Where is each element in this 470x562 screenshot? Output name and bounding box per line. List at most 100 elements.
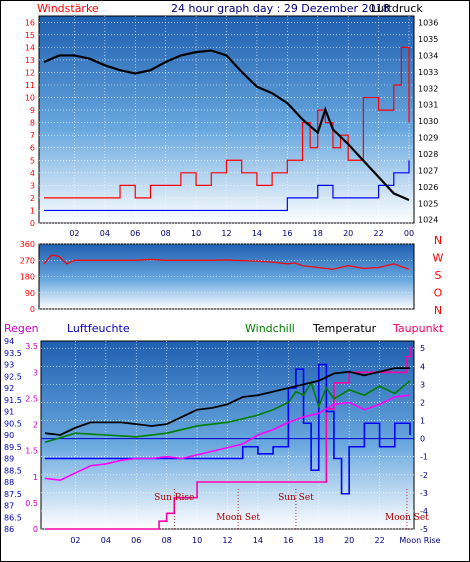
compass-letter: N bbox=[434, 234, 442, 247]
hour-tick-label: 16 bbox=[283, 536, 293, 545]
astro-label: Moon Set bbox=[385, 513, 429, 523]
hour-tick-label: 18 bbox=[314, 536, 324, 545]
wind-tick-label: 15 bbox=[25, 31, 35, 40]
climate-series-taupunkt bbox=[44, 394, 411, 482]
temperature-tick-label: 1 bbox=[420, 417, 425, 426]
hour-tick-label: 14 bbox=[252, 229, 262, 238]
humidity-tick-label: 90 bbox=[4, 431, 14, 440]
wind-tick-label: 14 bbox=[25, 43, 35, 52]
temperature-tick-label: -5 bbox=[420, 525, 428, 534]
direction-tick-label: 90 bbox=[25, 289, 35, 298]
pressure-tick-label: 1025 bbox=[418, 199, 438, 208]
wind-tick-label: 1 bbox=[30, 206, 35, 215]
humidity-tick-label: 86 bbox=[4, 525, 14, 534]
legend-regen: Regen bbox=[4, 322, 39, 335]
wind-tick-label: 13 bbox=[25, 56, 35, 65]
pressure-tick-label: 1027 bbox=[418, 166, 438, 175]
direction-tick-label: 0 bbox=[30, 305, 35, 314]
wind-tick-label: 5 bbox=[30, 156, 35, 165]
wind-series-1 bbox=[44, 160, 410, 212]
astro-label: Sun Rise bbox=[154, 493, 194, 503]
temperature-tick-label: 2 bbox=[420, 398, 425, 407]
humidity-tick-label: 92 bbox=[4, 384, 14, 393]
wind-tick-label: 10 bbox=[25, 94, 35, 103]
direction-series-0 bbox=[43, 254, 410, 270]
wind-tick-label: 4 bbox=[30, 169, 35, 178]
hour-tick-label: 08 bbox=[161, 229, 171, 238]
humidity-tick-label: 86.5 bbox=[4, 513, 22, 522]
pressure-tick-label: 1035 bbox=[418, 35, 438, 44]
humidity-tick-label: 89 bbox=[4, 455, 14, 464]
pressure-ticks: 1024 1025 1026 1027 1028 1029 1030 1031 1032 1033… bbox=[418, 19, 438, 225]
hour-tick-label: 06 bbox=[130, 229, 140, 238]
humidity-tick-label: 91 bbox=[4, 408, 14, 417]
pressure-tick-label: 1024 bbox=[418, 216, 438, 225]
wind-panel-hour-ticks: 02 04 06 08 10 12 14 16 18 20 22 00 bbox=[69, 229, 414, 238]
climate-panel-hour-ticks: 02 04 06 08 10 12 14 16 18 20 22 Moon Rise bbox=[70, 536, 440, 545]
climate-series-windchill bbox=[44, 380, 411, 443]
humidity-tick-label: 91.5 bbox=[4, 396, 22, 405]
hour-tick-label: 04 bbox=[100, 229, 110, 238]
hour-tick-label: 16 bbox=[282, 229, 292, 238]
wind-panel-plot-area bbox=[38, 15, 415, 224]
direction-tick-label: 270 bbox=[20, 256, 35, 265]
compass-letter: W bbox=[433, 252, 444, 265]
legend-temperatur: Temperatur bbox=[312, 322, 377, 335]
pressure-tick-label: 1030 bbox=[418, 117, 438, 126]
direction-tick-label: 360 bbox=[20, 240, 35, 249]
hour-tick-label: 14 bbox=[253, 536, 263, 545]
hour-tick-label: 22 bbox=[374, 536, 384, 545]
wind-tick-label: 2 bbox=[30, 194, 35, 203]
hour-tick-label: 20 bbox=[343, 229, 353, 238]
compass-letter: S bbox=[435, 269, 442, 282]
wind-tick-label: 16 bbox=[25, 18, 35, 27]
climate-panel-series bbox=[44, 346, 411, 530]
rain-tick-label: 3 bbox=[33, 368, 38, 377]
pressure-tick-label: 1031 bbox=[418, 101, 438, 110]
wind-tick-label: 6 bbox=[30, 144, 35, 153]
astro-label: Moon Set bbox=[216, 513, 260, 523]
hour-tick-label: 02 bbox=[70, 536, 80, 545]
humidity-tick-label: 88.5 bbox=[4, 466, 22, 475]
hour-tick-label: 08 bbox=[162, 536, 172, 545]
pressure-tick-label: 1028 bbox=[418, 150, 438, 159]
humidity-tick-label: 89.5 bbox=[4, 443, 22, 452]
rain-tick-label: 2.5 bbox=[25, 394, 38, 403]
wind-tick-label: 12 bbox=[25, 68, 35, 77]
direction-tick-label: 180 bbox=[20, 273, 35, 282]
astro-annotations: Sun Rise Moon Set Sun Set Moon Set bbox=[154, 489, 429, 529]
humidity-ticks: 86 86.5 87 87.5 88 88.5 89 89.5 90 90.5 91 91.5 92 92… bbox=[4, 337, 22, 534]
rain-tick-label: 2 bbox=[33, 421, 38, 430]
humidity-tick-label: 93.5 bbox=[4, 349, 22, 358]
rain-tick-label: 1 bbox=[33, 473, 38, 482]
hour-tick-label: 12 bbox=[221, 229, 231, 238]
temperature-tick-label: -1 bbox=[420, 453, 428, 462]
temperature-tick-label: -4 bbox=[420, 507, 428, 516]
wind-tick-label: 9 bbox=[30, 106, 35, 115]
humidity-tick-label: 90.5 bbox=[4, 419, 22, 428]
humidity-tick-label: 92.5 bbox=[4, 372, 22, 381]
rain-tick-label: 0 bbox=[33, 525, 38, 534]
compass-letter: N bbox=[434, 304, 442, 317]
wind-tick-label: 7 bbox=[30, 131, 35, 140]
temperature-tick-label: -2 bbox=[420, 471, 428, 480]
legend-taupunkt: Taupunkt bbox=[392, 322, 444, 335]
temperature-tick-label: 0 bbox=[420, 435, 425, 444]
hour-tick-label: 18 bbox=[313, 229, 323, 238]
temperature-tick-label: 5 bbox=[420, 344, 425, 353]
wind-tick-label: 11 bbox=[25, 81, 35, 90]
pressure-tick-label: 1034 bbox=[418, 51, 438, 60]
pressure-tick-label: 1032 bbox=[418, 84, 438, 93]
wind-tick-label: 0 bbox=[30, 219, 35, 228]
direction-degree-ticks: 0 90 180 270 360 bbox=[20, 240, 35, 314]
temperature-tick-label: 3 bbox=[420, 380, 425, 389]
legend-luftfeuchte: Luftfeuchte bbox=[67, 322, 130, 335]
rain-tick-label: 0.5 bbox=[25, 499, 38, 508]
moon-rise-tick-label: Moon Rise bbox=[399, 536, 440, 545]
pressure-axis-title: Luftdruck bbox=[371, 2, 423, 15]
hour-tick-label: 12 bbox=[222, 536, 232, 545]
humidity-tick-label: 87.5 bbox=[4, 490, 22, 499]
humidity-tick-label: 93 bbox=[4, 361, 14, 370]
